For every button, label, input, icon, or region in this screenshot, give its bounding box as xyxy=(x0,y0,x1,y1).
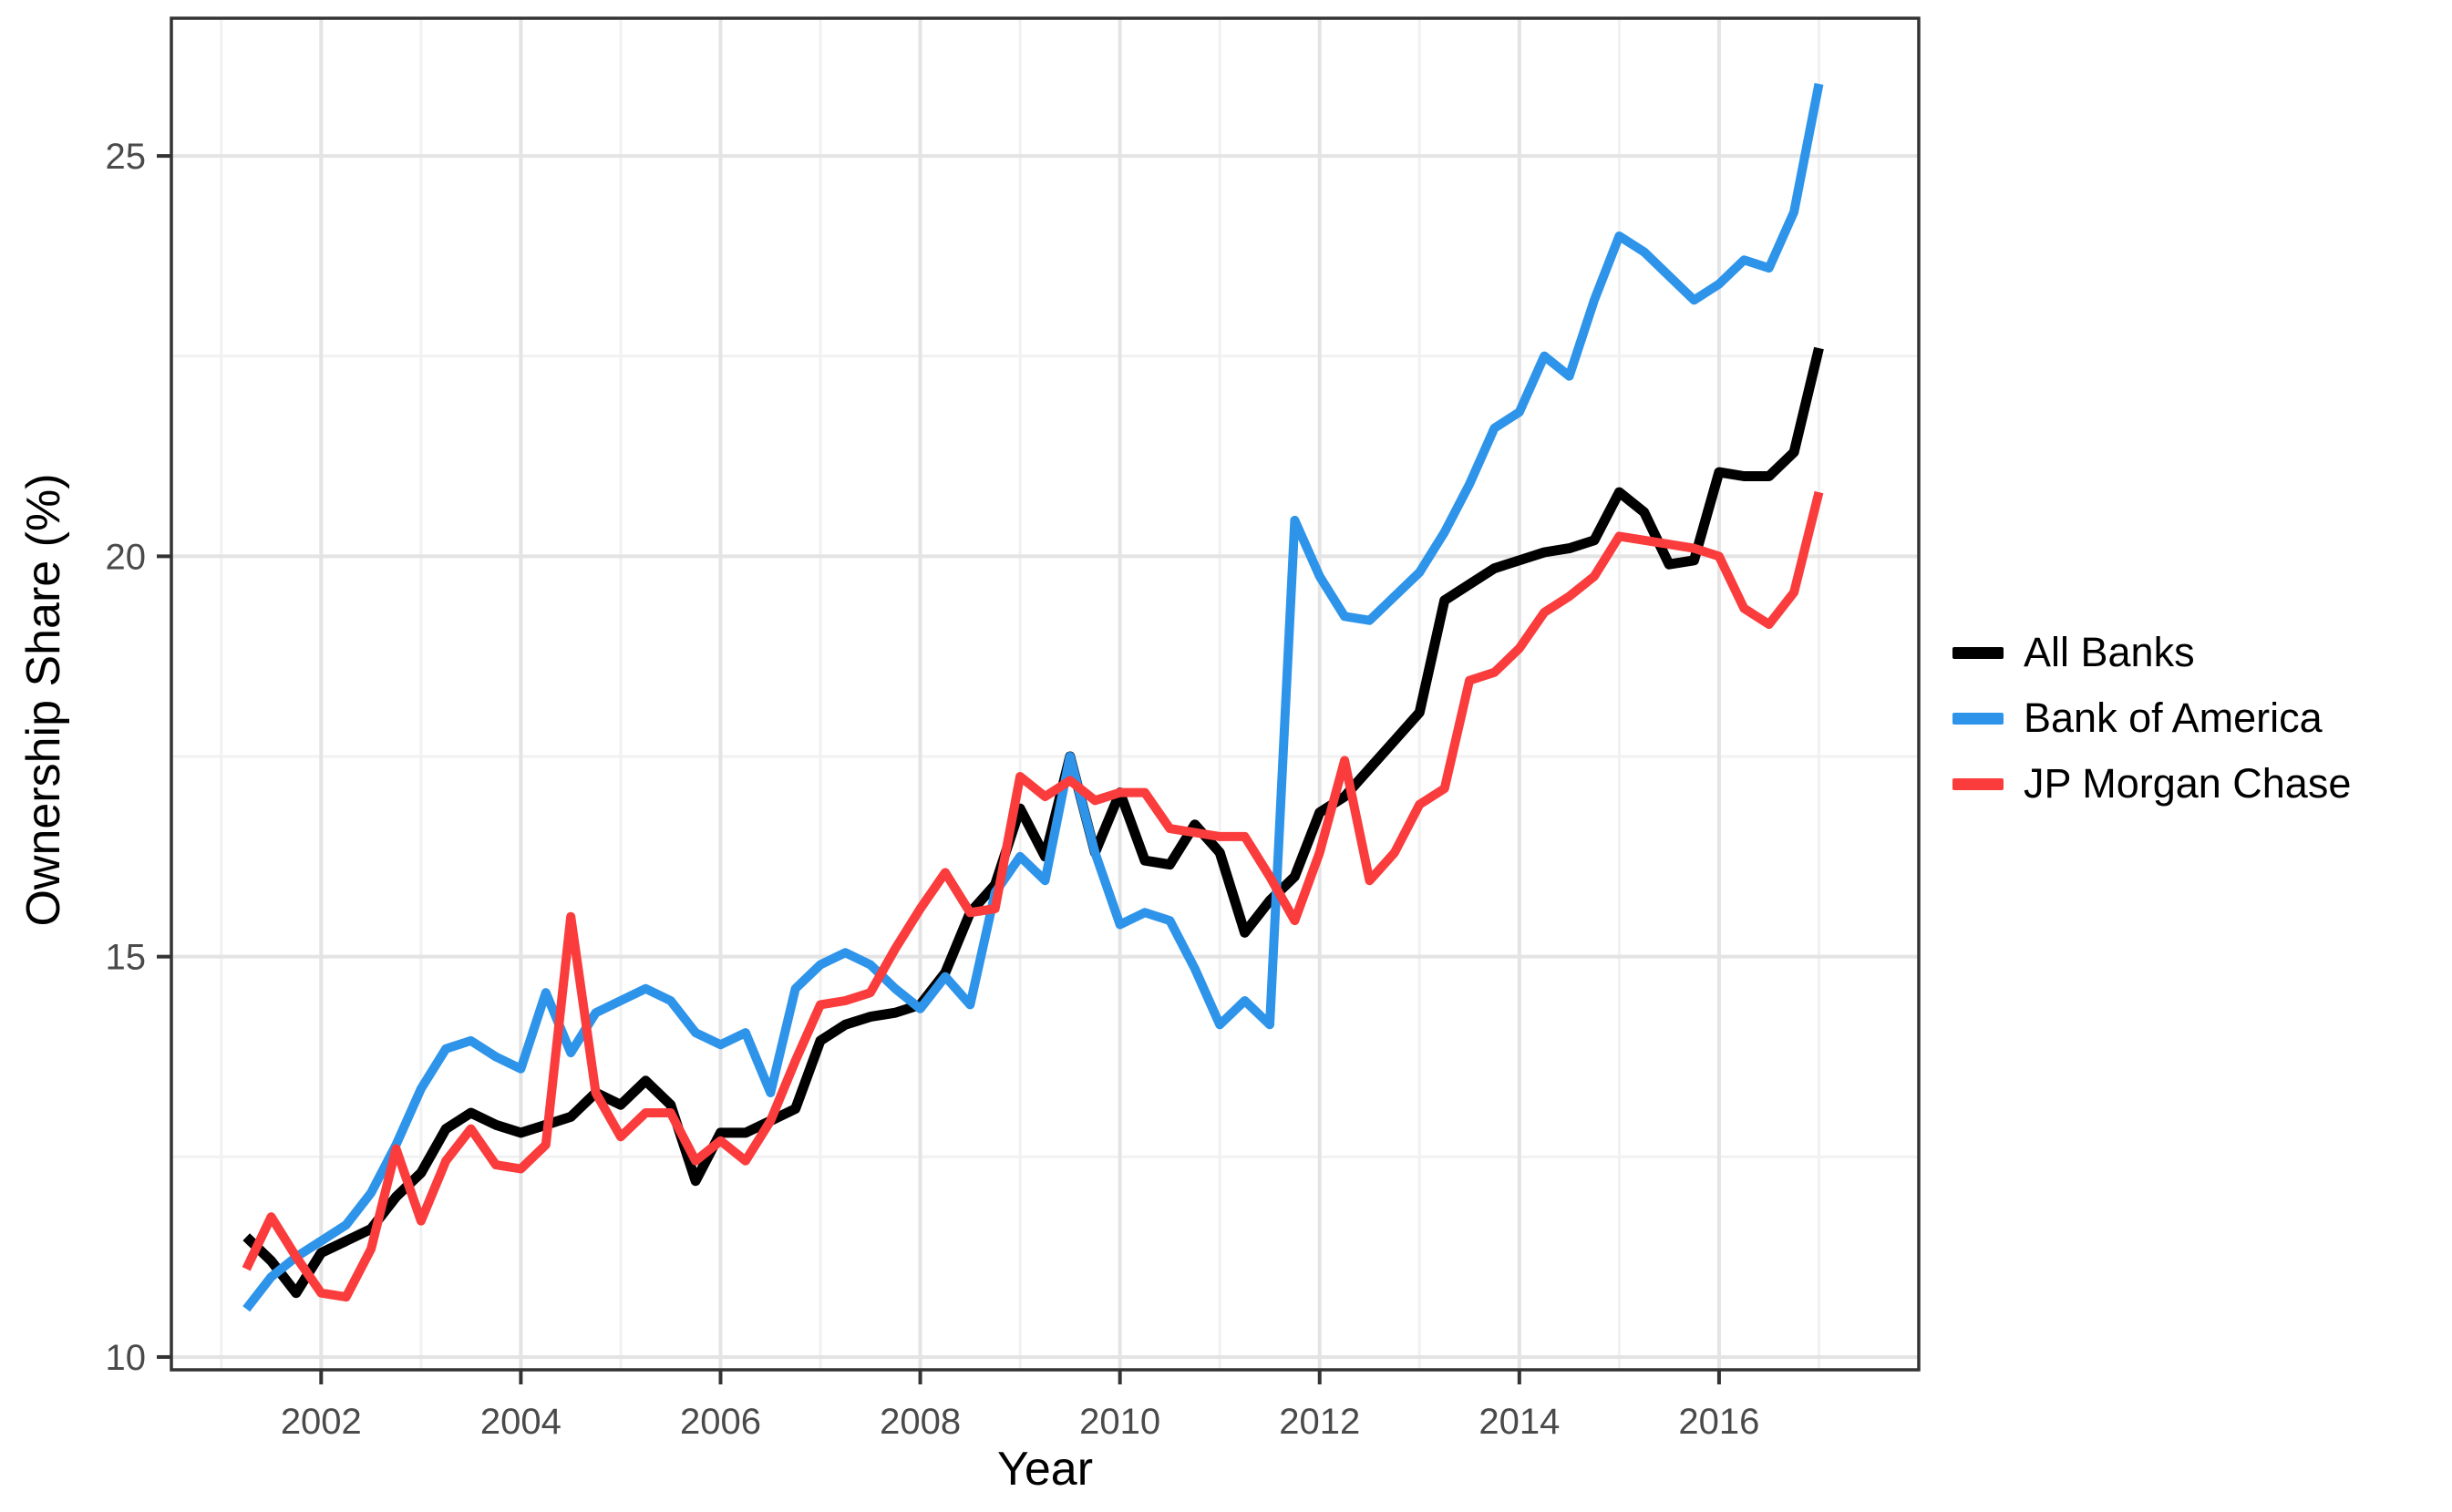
legend-item-jp-morgan-chase: JP Morgan Chase xyxy=(1952,760,2352,807)
x-axis-tick-label: 2016 xyxy=(1678,1402,1759,1442)
legend-item-all-banks: All Banks xyxy=(1952,629,2351,675)
x-axis-tick-label: 2012 xyxy=(1279,1402,1360,1442)
y-axis-tick-label: 10 xyxy=(106,1338,147,1378)
panel-background xyxy=(171,18,1919,1370)
legend-item-bank-of-america: Bank of America xyxy=(1952,694,2351,741)
legend-item-label: JP Morgan Chase xyxy=(2024,760,2352,807)
y-axis-tick-label: 20 xyxy=(106,537,147,577)
legend-item-label: Bank of America xyxy=(2024,694,2323,741)
x-axis-tick-label: 2002 xyxy=(281,1402,362,1442)
x-axis-title: Year xyxy=(996,1443,1094,1496)
legend-line-swatch xyxy=(1952,777,2004,790)
series-line-bank-of-america xyxy=(242,83,1824,1312)
series-line-all-banks xyxy=(242,346,1824,1299)
panel-border xyxy=(170,16,1921,1372)
legend-line-swatch xyxy=(1952,712,2004,725)
y-axis-tick-label: 15 xyxy=(106,938,147,978)
legend-line-swatch xyxy=(1952,646,2004,659)
x-axis-tick-label: 2008 xyxy=(880,1402,961,1442)
legend-item-label: All Banks xyxy=(2024,629,2195,675)
y-axis-title: Ownership Share (%) xyxy=(17,473,70,927)
x-axis-tick-label: 2014 xyxy=(1478,1402,1560,1442)
legend: All Banks Bank of America JP Morgan Chase xyxy=(1952,629,2352,807)
series-line-jp-morgan-chase xyxy=(242,490,1824,1302)
x-axis-tick-label: 2006 xyxy=(680,1402,761,1442)
y-axis-tick-label: 25 xyxy=(106,137,147,177)
x-axis-tick-label: 2010 xyxy=(1079,1402,1160,1442)
x-axis-tick-label: 2004 xyxy=(480,1402,561,1442)
